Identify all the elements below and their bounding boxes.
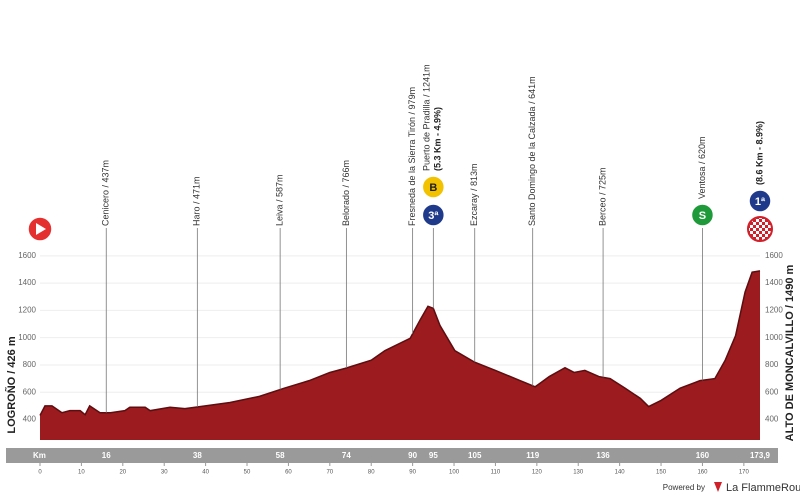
y-tick-label: 1000 (18, 333, 36, 342)
waypoint-km: 119 (526, 451, 539, 460)
brand-logo (714, 482, 722, 492)
y-tick-label: 1200 (18, 306, 36, 315)
elevation-line (39, 270, 761, 416)
waypoint-km: 16 (102, 451, 111, 460)
elevation-fill (40, 270, 760, 440)
finish-label: ALTO DE MONCALVILLO / 1490 m (784, 264, 796, 441)
waypoint-icon-text: 3ª (428, 210, 439, 222)
waypoint-icon (421, 203, 446, 227)
waypoint-km: 38 (193, 451, 202, 460)
y-tick-label-right: 600 (765, 387, 779, 396)
y-tick-label-right: 1200 (765, 306, 783, 315)
waypoint-label: Fresneda de la Sierra Tirón / 979m (407, 87, 417, 226)
waypoint-km: 105 (468, 451, 482, 460)
x-tick-label: 140 (615, 470, 626, 476)
y-tick-label: 600 (23, 387, 37, 396)
waypoint-km: 136 (596, 451, 610, 460)
y-tick-label-right: 1400 (765, 278, 783, 287)
x-tick-label: 0 (38, 470, 42, 476)
y-tick-label-right: 800 (765, 360, 779, 369)
y-tick-label: 400 (23, 415, 37, 424)
powered-by: Powered by (663, 483, 705, 492)
y-tick-label-right: 400 (765, 415, 779, 424)
finish-icon (747, 216, 773, 242)
waypoint-km: 58 (276, 451, 285, 460)
x-tick-label: 30 (161, 470, 168, 476)
x-tick-label: 130 (573, 470, 584, 476)
x-tick-label: 120 (532, 470, 543, 476)
waypoint-label: Haro / 471m (192, 176, 202, 226)
waypoint-label: Leiva / 587m (275, 174, 285, 226)
waypoint-label: Cenicero / 437m (101, 160, 111, 226)
waypoint-label: Ventosa / 620m (697, 136, 707, 199)
x-tick-label: 10 (78, 470, 85, 476)
waypoint-km: 173,9 (750, 451, 771, 460)
y-tick-label: 800 (23, 360, 37, 369)
waypoint-label: Berceo / 725m (597, 167, 607, 226)
start-icon (27, 216, 53, 242)
waypoint-km: 160 (696, 451, 710, 460)
x-tick-label: 100 (449, 470, 460, 476)
waypoint-icon-text: 1ª (755, 196, 766, 208)
y-tick-label-right: 1000 (765, 333, 783, 342)
x-tick-label: 70 (326, 470, 333, 476)
x-tick-label: 20 (119, 470, 126, 476)
waypoint-note: (8.6 Km - 8.9%) (754, 121, 764, 185)
waypoint-label: Santo Domingo de la Calzada / 641m (527, 76, 537, 226)
waypoint-km: 90 (408, 451, 417, 460)
waypoint-label: Puerto de Pradilla / 1241m (422, 64, 432, 171)
y-tick-label: 1400 (18, 278, 36, 287)
x-tick-label: 40 (202, 470, 209, 476)
brand: La FlammeRouge (726, 482, 800, 494)
x-tick-label: 110 (491, 470, 501, 476)
x-tick-label: 160 (697, 470, 708, 476)
waypoint-icon (748, 189, 772, 213)
waypoint-icon-text: B (429, 182, 437, 194)
waypoint-note: (5.3 Km - 4.9%) (433, 107, 443, 171)
start-label: LOGROÑO / 426 m (5, 336, 18, 433)
waypoint-icon-text: S (699, 210, 706, 222)
x-tick-label: 150 (656, 470, 667, 476)
plot (39, 228, 761, 440)
waypoint-km: 95 (429, 451, 438, 460)
km-band (6, 448, 778, 463)
x-tick-label: 50 (244, 470, 251, 476)
x-axis-label: Km (33, 451, 46, 460)
waypoint-label: Ezcaray / 813m (469, 163, 479, 226)
y-tick-label-right: 1600 (765, 251, 783, 260)
x-tick-label: 90 (409, 470, 416, 476)
waypoint-km: 74 (342, 451, 351, 460)
waypoint-icon (690, 203, 715, 227)
x-tick-label: 80 (368, 470, 375, 476)
waypoint-label: Belorado / 766m (341, 160, 351, 226)
waypoint-icon (421, 175, 446, 199)
x-tick-label: 60 (285, 470, 292, 476)
y-tick-label: 1600 (18, 251, 36, 260)
x-tick-label: 170 (739, 470, 750, 476)
